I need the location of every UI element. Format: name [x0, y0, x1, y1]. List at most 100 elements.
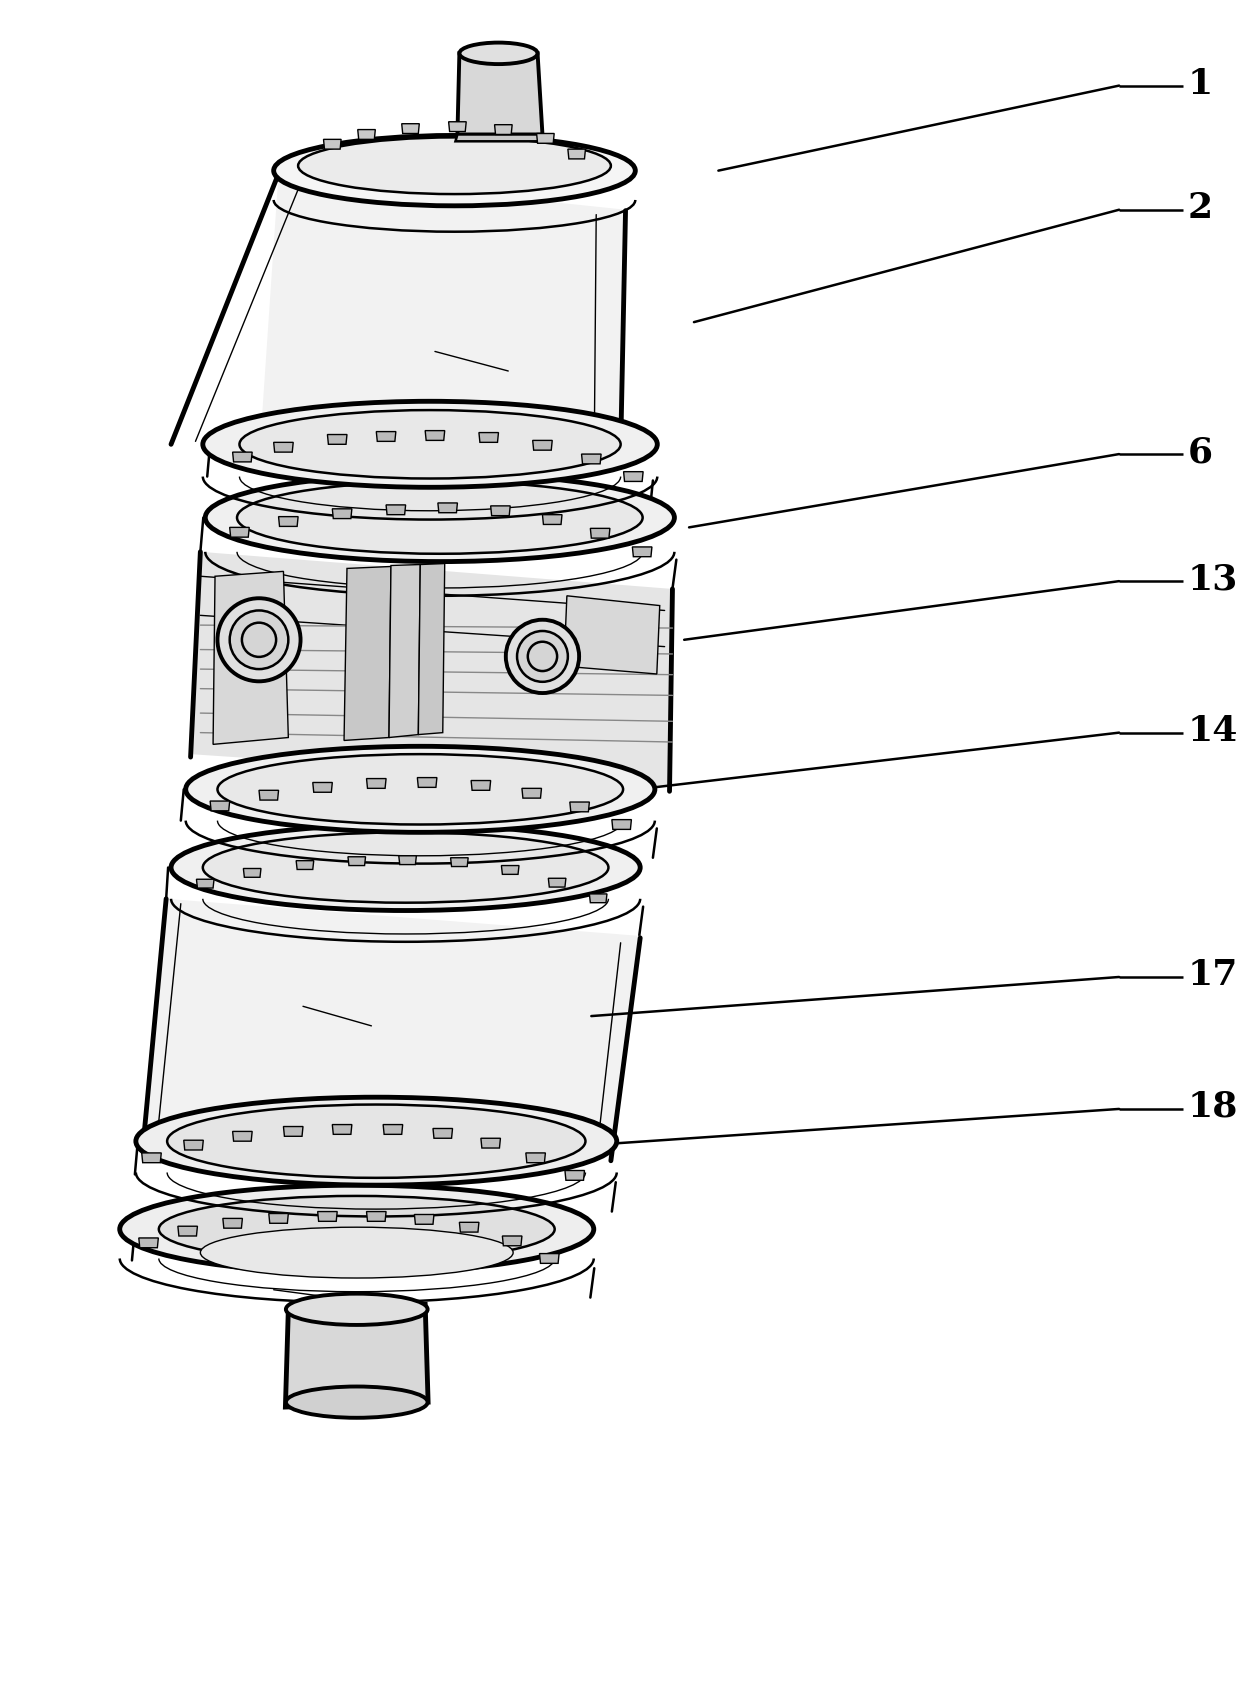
Polygon shape — [565, 1170, 584, 1180]
Polygon shape — [184, 1139, 203, 1150]
Polygon shape — [269, 1214, 289, 1224]
Polygon shape — [357, 130, 376, 139]
Ellipse shape — [203, 401, 657, 488]
Ellipse shape — [237, 481, 642, 554]
Polygon shape — [274, 442, 293, 452]
Polygon shape — [624, 472, 644, 481]
Polygon shape — [537, 134, 554, 144]
Ellipse shape — [239, 410, 621, 479]
Polygon shape — [279, 516, 298, 527]
Polygon shape — [418, 564, 445, 735]
Polygon shape — [589, 894, 606, 902]
Polygon shape — [526, 1153, 546, 1163]
Polygon shape — [389, 564, 420, 738]
Polygon shape — [284, 1126, 303, 1136]
Polygon shape — [548, 879, 565, 887]
Ellipse shape — [171, 824, 640, 911]
Polygon shape — [414, 1214, 434, 1224]
Polygon shape — [449, 122, 466, 132]
Polygon shape — [539, 1253, 559, 1263]
Polygon shape — [367, 779, 386, 789]
Polygon shape — [632, 547, 652, 557]
Polygon shape — [481, 1138, 501, 1148]
Ellipse shape — [229, 611, 289, 669]
Ellipse shape — [459, 42, 538, 64]
Polygon shape — [141, 1153, 161, 1163]
Polygon shape — [233, 452, 252, 462]
Ellipse shape — [286, 1387, 428, 1417]
Polygon shape — [312, 782, 332, 792]
Polygon shape — [590, 528, 610, 538]
Ellipse shape — [217, 598, 300, 681]
Polygon shape — [455, 134, 542, 141]
Ellipse shape — [217, 753, 622, 824]
Ellipse shape — [201, 1227, 513, 1278]
Ellipse shape — [506, 620, 579, 692]
Polygon shape — [259, 791, 279, 801]
Ellipse shape — [274, 135, 635, 207]
Polygon shape — [450, 858, 469, 867]
Polygon shape — [317, 1212, 337, 1221]
Ellipse shape — [206, 474, 675, 562]
Polygon shape — [348, 857, 366, 865]
Polygon shape — [542, 515, 562, 525]
Polygon shape — [332, 510, 352, 518]
Polygon shape — [285, 1304, 428, 1407]
Polygon shape — [570, 802, 589, 813]
Polygon shape — [145, 899, 640, 1158]
Polygon shape — [533, 440, 552, 450]
Ellipse shape — [517, 631, 568, 682]
Polygon shape — [177, 1226, 197, 1236]
Ellipse shape — [286, 1293, 428, 1326]
Polygon shape — [433, 1129, 453, 1138]
Text: 14: 14 — [1188, 714, 1238, 748]
Ellipse shape — [159, 1195, 554, 1263]
Polygon shape — [418, 777, 436, 787]
Polygon shape — [438, 503, 458, 513]
Polygon shape — [139, 1238, 159, 1248]
Ellipse shape — [136, 1097, 616, 1185]
Text: 6: 6 — [1188, 435, 1213, 469]
Polygon shape — [582, 454, 601, 464]
Polygon shape — [458, 54, 542, 134]
Text: 1: 1 — [1188, 66, 1213, 100]
Polygon shape — [502, 1236, 522, 1246]
Ellipse shape — [120, 1185, 594, 1273]
Polygon shape — [223, 1219, 242, 1227]
Polygon shape — [343, 567, 391, 740]
Polygon shape — [399, 855, 417, 865]
Polygon shape — [611, 819, 631, 830]
Polygon shape — [332, 1124, 352, 1134]
Text: 2: 2 — [1188, 191, 1213, 225]
Polygon shape — [367, 1212, 386, 1221]
Polygon shape — [327, 435, 347, 444]
Ellipse shape — [203, 833, 609, 902]
Polygon shape — [522, 789, 542, 797]
Polygon shape — [191, 552, 672, 786]
Polygon shape — [495, 125, 512, 134]
Ellipse shape — [298, 137, 611, 195]
Polygon shape — [491, 506, 510, 516]
Text: 18: 18 — [1188, 1090, 1238, 1124]
Ellipse shape — [167, 1104, 585, 1178]
Polygon shape — [459, 1222, 479, 1233]
Polygon shape — [386, 505, 405, 515]
Polygon shape — [402, 124, 419, 134]
Polygon shape — [568, 149, 585, 159]
Polygon shape — [324, 139, 341, 149]
Polygon shape — [376, 432, 396, 442]
Polygon shape — [196, 879, 215, 889]
Polygon shape — [233, 1131, 252, 1141]
Polygon shape — [296, 860, 314, 870]
Polygon shape — [243, 869, 260, 877]
Ellipse shape — [186, 747, 655, 833]
Polygon shape — [479, 433, 498, 442]
Polygon shape — [501, 865, 520, 874]
Polygon shape — [471, 780, 491, 791]
Polygon shape — [425, 430, 445, 440]
Polygon shape — [564, 596, 660, 674]
Polygon shape — [229, 528, 249, 537]
Text: 13: 13 — [1188, 562, 1238, 596]
Polygon shape — [210, 801, 229, 811]
Text: 17: 17 — [1188, 958, 1238, 992]
